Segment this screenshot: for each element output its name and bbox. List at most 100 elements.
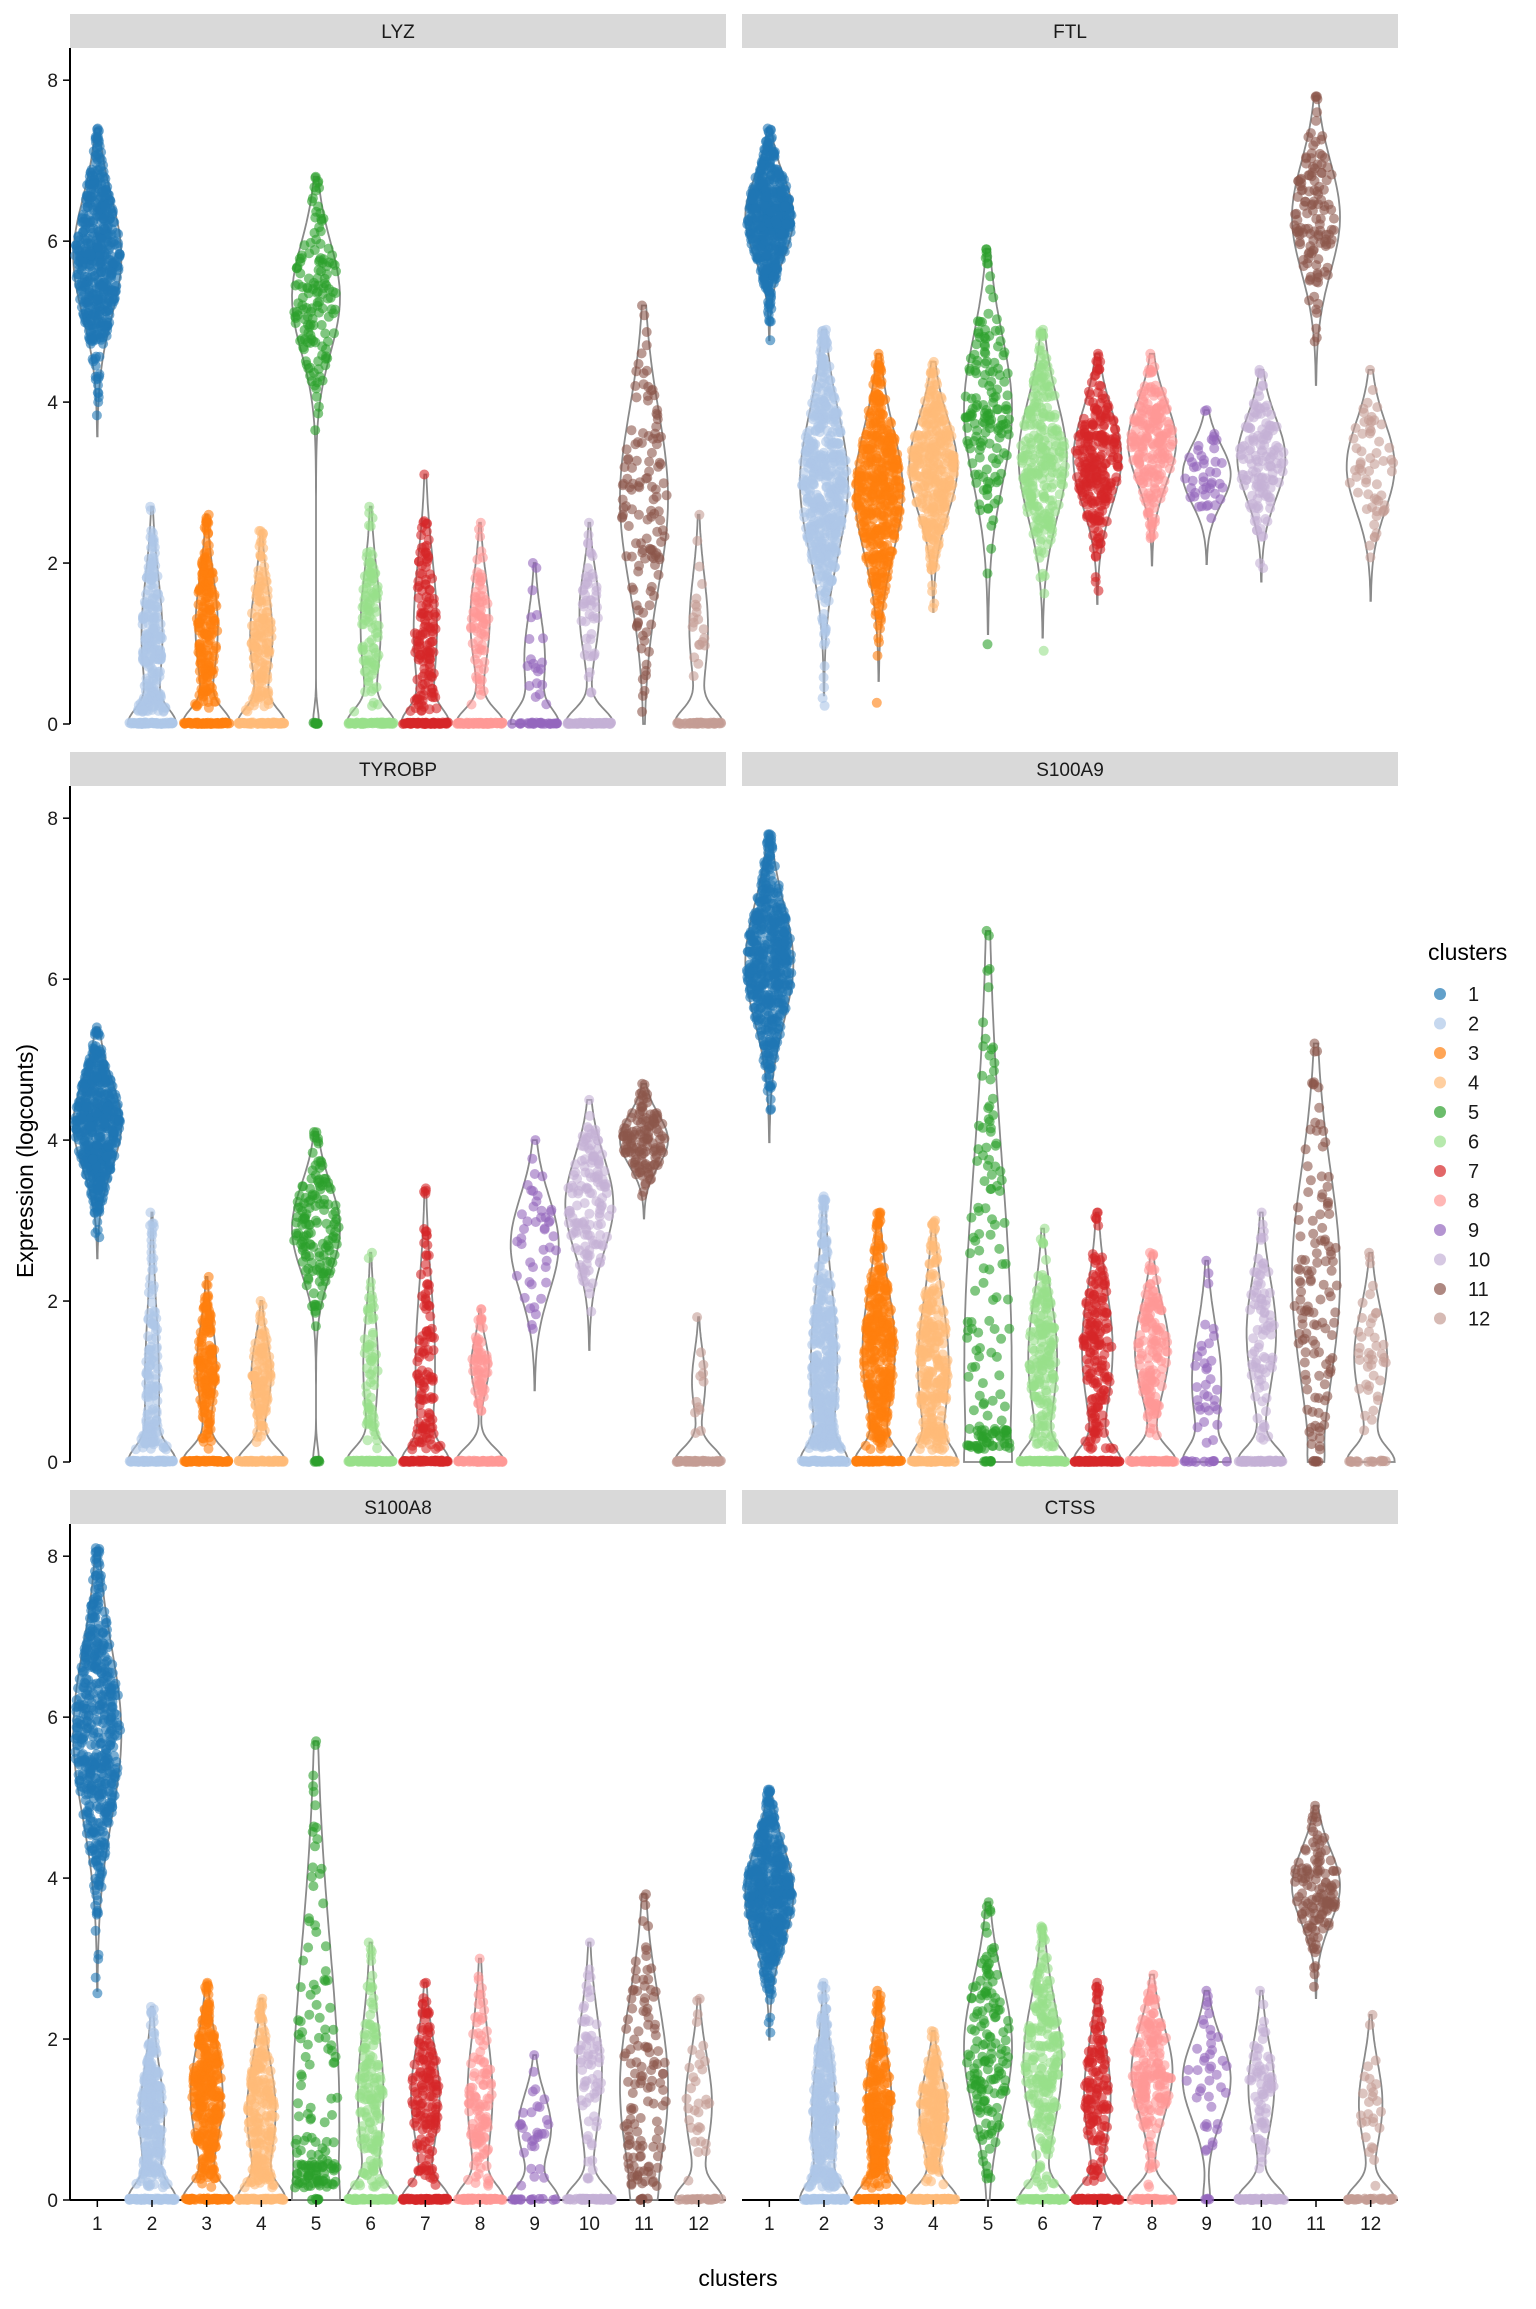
data-point [820, 597, 830, 607]
data-point [194, 585, 204, 595]
data-point [264, 647, 274, 657]
data-point [988, 292, 998, 302]
data-point [196, 655, 206, 665]
data-point [318, 303, 328, 313]
data-point-zero [376, 718, 386, 728]
data-point [828, 452, 838, 462]
data-point [827, 385, 837, 395]
data-point [634, 605, 644, 615]
data-point [371, 648, 381, 658]
data-point [1138, 443, 1148, 453]
data-point [891, 506, 901, 516]
facet-label: FTL [1053, 22, 1087, 43]
data-point [531, 563, 541, 573]
data-point [627, 504, 637, 514]
data-point [759, 279, 769, 289]
data-point [141, 589, 151, 599]
data-point [305, 371, 315, 381]
data-point [208, 690, 218, 700]
data-point [949, 462, 959, 472]
data-point [424, 610, 434, 620]
data-point [751, 173, 761, 183]
data-point [1076, 438, 1086, 448]
data-point [879, 424, 889, 434]
data-point [983, 569, 993, 579]
data-point [100, 201, 110, 211]
data-point [429, 599, 439, 609]
data-point [814, 566, 824, 576]
data-point-zero [185, 718, 195, 728]
data-point [1215, 479, 1225, 489]
data-point [535, 689, 545, 699]
data-point [637, 301, 647, 311]
data-point [1054, 500, 1064, 510]
data-point [1027, 404, 1037, 414]
data-point [820, 661, 830, 671]
data-point [983, 639, 993, 649]
data-point [146, 599, 156, 609]
data-point [204, 671, 214, 681]
data-point [946, 481, 956, 491]
data-point [772, 219, 782, 229]
data-point [750, 237, 760, 247]
data-point [1003, 390, 1013, 400]
data-point [1194, 502, 1204, 512]
data-point [819, 682, 829, 692]
data-point [265, 627, 275, 637]
data-point [875, 525, 885, 535]
data-point [1128, 433, 1138, 443]
data-point [416, 706, 426, 716]
data-point [874, 353, 884, 363]
data-point [873, 633, 883, 643]
data-point [831, 517, 841, 527]
data-point [869, 419, 879, 429]
data-point [966, 353, 976, 363]
data-point [1039, 646, 1049, 656]
data-point [830, 394, 840, 404]
data-point [653, 462, 663, 472]
data-point [320, 329, 330, 339]
data-point-zero [202, 719, 212, 729]
data-point [89, 146, 99, 156]
data-point [1209, 443, 1219, 453]
data-point [916, 493, 926, 503]
data-point [939, 467, 949, 477]
data-point [913, 430, 923, 440]
data-point [765, 335, 775, 345]
data-point [364, 637, 374, 647]
data-point [1094, 381, 1104, 391]
data-point [292, 263, 302, 273]
data-point [138, 696, 148, 706]
data-point [929, 456, 939, 466]
data-point [481, 595, 491, 605]
data-point-zero [385, 718, 395, 728]
data-point [636, 538, 646, 548]
data-point [155, 667, 165, 677]
data-point [466, 623, 476, 633]
data-point [637, 707, 647, 717]
data-point [304, 288, 314, 298]
data-point [156, 619, 166, 629]
data-point [869, 566, 879, 576]
data-point-zero [581, 718, 591, 728]
data-point-zero [686, 718, 696, 728]
data-point [147, 575, 157, 585]
data-point [642, 366, 652, 376]
data-point [362, 599, 372, 609]
data-point [324, 284, 334, 294]
data-point [291, 313, 301, 323]
data-point [96, 335, 106, 345]
data-point [881, 490, 891, 500]
data-point [327, 250, 337, 260]
data-point [300, 325, 310, 335]
data-point [1102, 516, 1112, 526]
data-point [816, 344, 826, 354]
data-point [1158, 484, 1168, 494]
data-point [474, 524, 484, 534]
data-point [982, 356, 992, 366]
data-point [887, 462, 897, 472]
data-point [748, 195, 758, 205]
data-point [621, 551, 631, 561]
data-point [911, 470, 921, 480]
data-point [1085, 389, 1095, 399]
